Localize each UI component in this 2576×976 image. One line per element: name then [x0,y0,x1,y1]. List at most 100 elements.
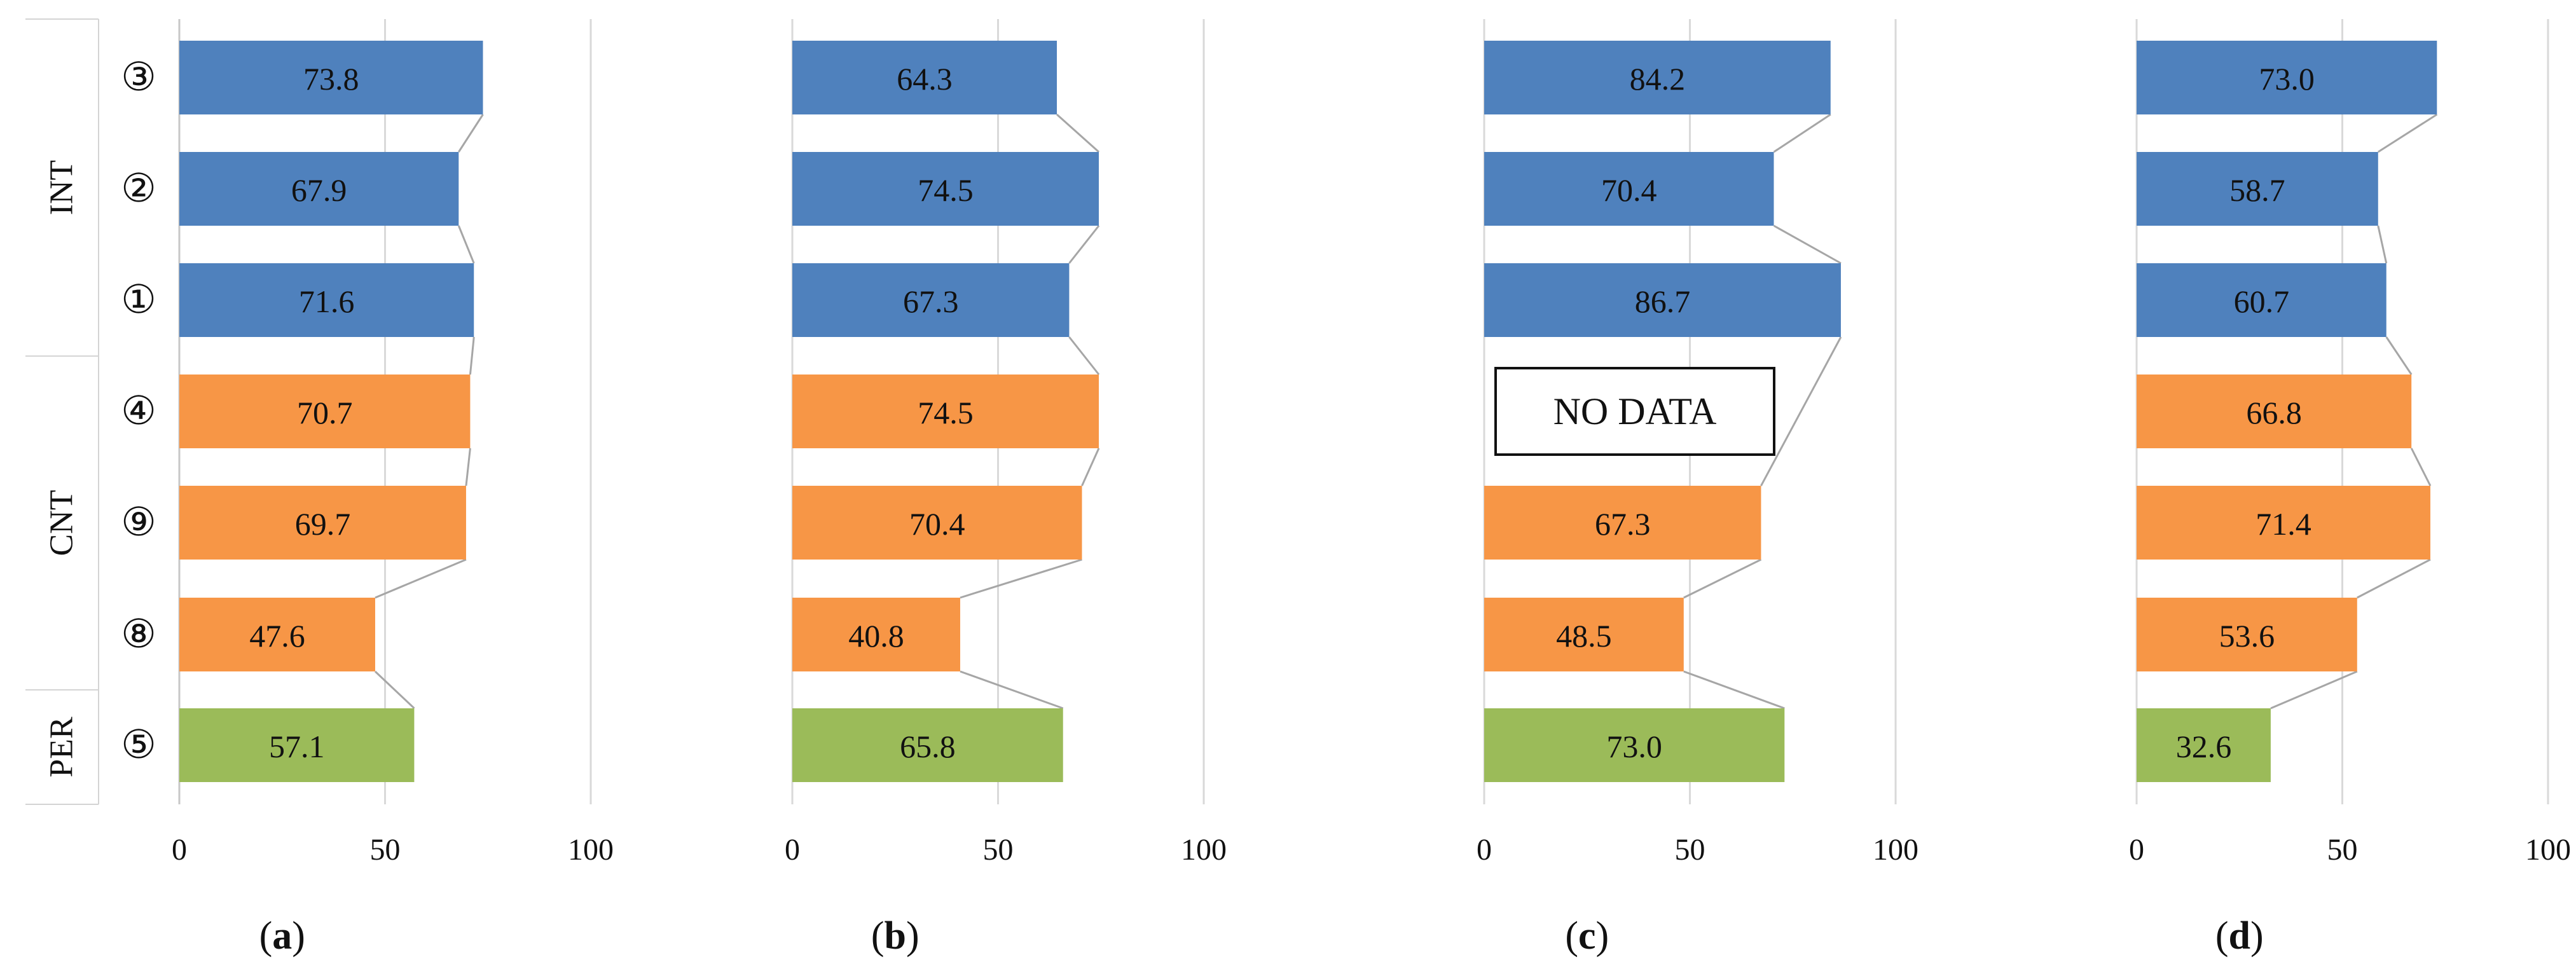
series-connector [374,670,415,710]
row-label-1: ③ [121,56,156,99]
series-connector [457,225,475,264]
bar-value-label: 40.8 [848,618,904,654]
series-connector [1683,558,1762,599]
bar-value-label: 64.3 [897,61,953,97]
bar-value-label: 57.1 [269,729,325,764]
caption-letter: c [1578,914,1596,958]
x-tick-label: 0 [785,833,800,867]
bar-value-label: 60.7 [2234,284,2290,319]
bar-value-label: 67.9 [291,172,347,208]
bar-value-label: 53.6 [2219,618,2275,654]
row-label-7: ⑤ [121,724,156,767]
panel-caption: (d) [2215,914,2264,958]
series-connector [469,336,475,375]
series-connector [458,114,484,153]
bar [2137,263,2387,337]
bar-value-label: 71.4 [2256,506,2311,542]
row-label-2: ② [121,167,156,210]
bar-value-label: 70.4 [1601,172,1657,208]
bar-value-label: 74.5 [918,172,974,208]
series-connector [2377,225,2388,264]
x-tick-label: 0 [2129,833,2144,867]
caption-close: ) [2250,914,2264,958]
bar [792,263,1070,337]
bar [2137,598,2357,671]
series-connector [1068,336,1100,375]
series-connector [1760,336,1842,486]
caption-open: ( [871,914,885,958]
bar [2137,708,2271,782]
bar [792,598,960,671]
bar [2137,152,2378,226]
caption-letter: d [2229,914,2250,958]
row-label-4: ④ [121,390,156,433]
series-connector [960,558,1082,599]
series-connector [2385,336,2413,375]
x-tick-label: 0 [1477,833,1492,867]
bar [1484,152,1774,226]
series-connector [375,558,467,599]
bar-value-label: 32.6 [2176,729,2232,764]
bar [1484,263,1841,337]
caption-letter: a [272,914,292,958]
bar [792,708,1063,782]
series-connector [465,448,471,486]
bar-value-label: 48.5 [1556,618,1612,654]
bar [1484,708,1785,782]
caption-letter: b [885,914,906,958]
bar-value-label: 73.0 [1606,729,1662,764]
row-label-5: ⑨ [121,501,156,544]
series-connector [1773,113,1831,153]
panel-caption: (b) [871,914,920,958]
bar [2137,41,2437,114]
bar [792,152,1099,226]
bar-value-label: 69.7 [295,506,351,542]
bar-value-label: 66.8 [2246,395,2302,430]
x-tick-label: 50 [983,833,1014,867]
bar-value-label: 86.7 [1635,284,1691,319]
series-connector [1056,113,1100,153]
bar-value-label: 71.6 [299,284,355,319]
caption-open: ( [2215,914,2229,958]
bar-value-label: 58.7 [2229,172,2285,208]
x-tick-label: 100 [1873,833,1918,867]
bar-value-label: 47.6 [249,618,305,654]
row-label-6: ⑧ [121,613,156,656]
x-tick-label: 100 [2525,833,2571,867]
bar [179,708,415,782]
bar-value-label: 67.3 [903,284,959,319]
bar [1484,486,1761,560]
series-connector [1773,224,1842,265]
bar-value-label: 84.2 [1630,61,1686,97]
bar [792,375,1099,448]
x-tick-label: 50 [370,833,401,867]
bar [1484,598,1684,671]
series-connector [2377,113,2438,153]
bar-value-label: 70.7 [297,395,353,430]
x-tick-label: 0 [172,833,187,867]
x-tick-label: 50 [1675,833,1705,867]
bar [179,486,466,560]
series-connector [1683,670,1785,710]
no-data-label: NO DATA [1553,390,1717,432]
series-connector [1068,225,1100,264]
x-tick-label: 100 [568,833,614,867]
bar [792,41,1057,114]
series-connector [2357,558,2431,599]
bar-value-label: 73.8 [303,61,359,97]
x-tick-label: 50 [2327,833,2358,867]
caption-close: ) [906,914,920,958]
caption-open: ( [1565,914,1578,958]
series-connector [2270,670,2358,710]
bar [1484,41,1831,114]
bar [179,152,459,226]
panel-caption: (c) [1565,914,1609,958]
series-connector [2410,448,2432,486]
series-connector [1081,448,1100,486]
group-label-cnt: CNT [44,490,80,556]
bar-value-label: 65.8 [900,729,956,764]
bar-value-label: 73.0 [2259,61,2315,97]
series-connector [960,670,1064,710]
bar [179,375,471,448]
